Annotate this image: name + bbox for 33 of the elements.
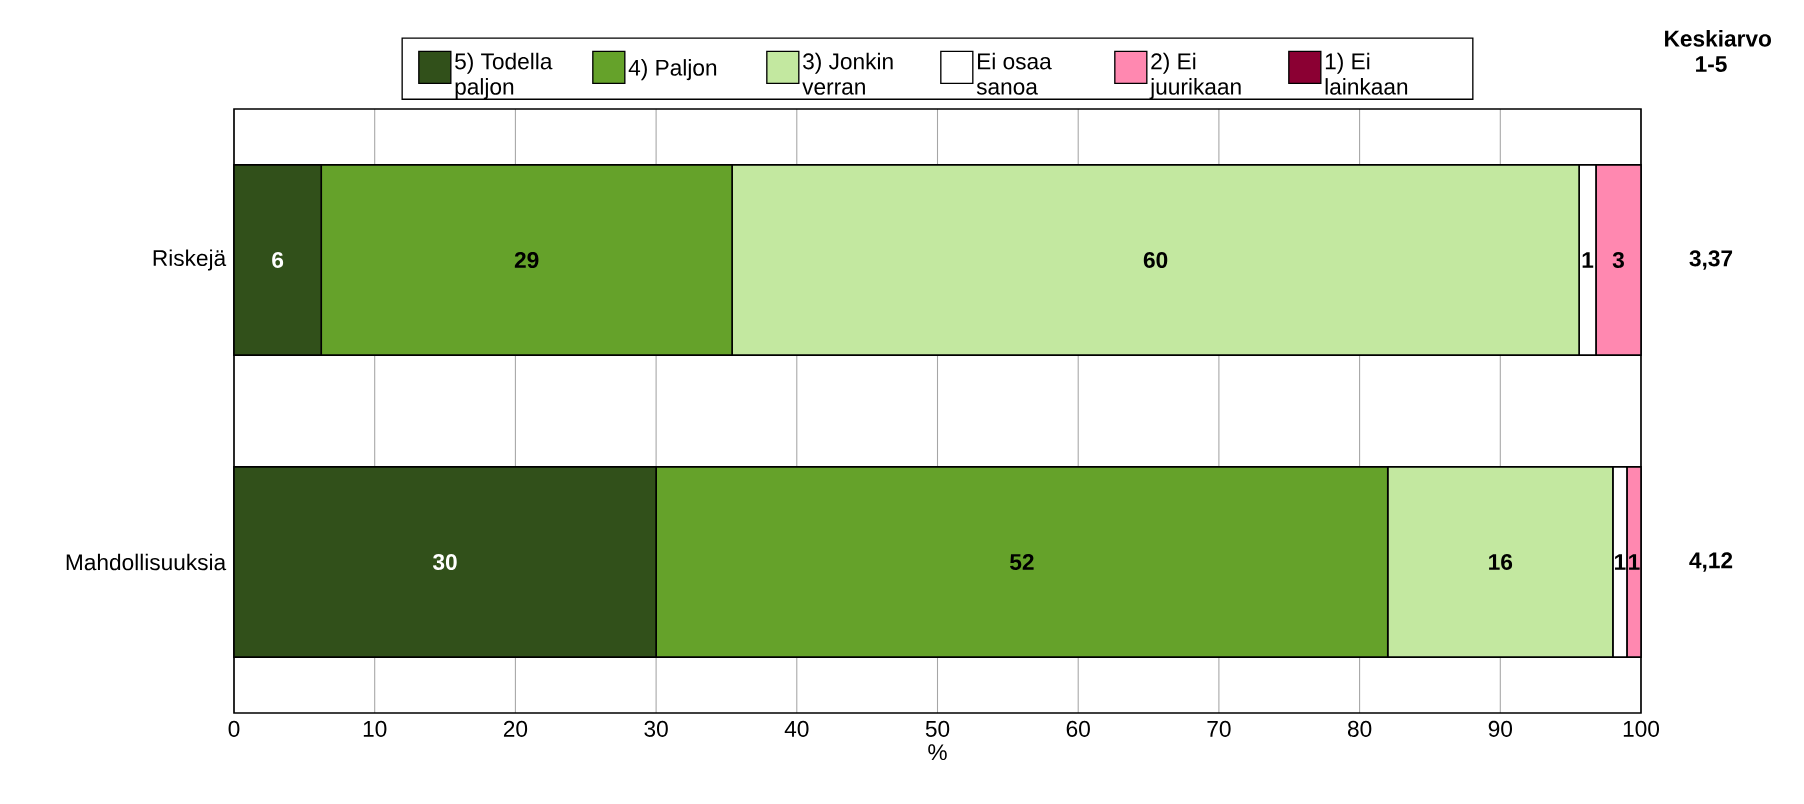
data-label: 29 xyxy=(514,251,539,269)
text: Keskiarvo 1-5 xyxy=(1665,30,1771,72)
y-tick-label: Mahdollisuuksia xyxy=(66,553,227,571)
x-tick-label: 70 xyxy=(1207,720,1231,737)
data-label: 16 xyxy=(1489,553,1513,571)
data-label: 30 xyxy=(432,553,457,571)
x-tick-label: 40 xyxy=(784,720,809,737)
legend-label: 4) Paljon xyxy=(628,59,717,81)
text: 3,37 xyxy=(1689,250,1733,270)
data-label: 1 xyxy=(1582,252,1594,268)
legend-label: 2) Ei juurikaan xyxy=(1149,52,1241,100)
x-tick-label: 10 xyxy=(363,720,387,737)
x-tick-label: 100 xyxy=(1623,720,1660,737)
x-tick-label: 20 xyxy=(503,720,528,737)
data-label: 60 xyxy=(1143,251,1168,269)
x-tick-label: 60 xyxy=(1066,720,1090,737)
text: 4,12 xyxy=(1689,552,1733,572)
data-label: 6 xyxy=(272,251,284,269)
x-tick-label: 30 xyxy=(644,720,668,737)
y-tick-label: Riskejä xyxy=(153,249,227,271)
data-label: 1 xyxy=(1615,554,1626,570)
x-tick-label: 50 xyxy=(925,720,950,737)
x-tick-label: 0 xyxy=(228,720,240,737)
data-label: 3 xyxy=(1612,251,1624,269)
legend-label: 3) Jonkin verran xyxy=(802,52,893,95)
data-label: 1 xyxy=(1629,554,1640,570)
legend-label: Ei osaa sanoa xyxy=(976,52,1052,95)
x-tick-label: 80 xyxy=(1347,720,1372,737)
x-tick-label: 90 xyxy=(1488,720,1513,737)
data-label: 52 xyxy=(1010,553,1034,571)
legend-label: 5) Todella paljon xyxy=(455,52,553,100)
x-axis-title: % xyxy=(928,744,947,761)
legend-label: 1) Ei lainkaan xyxy=(1325,52,1408,95)
